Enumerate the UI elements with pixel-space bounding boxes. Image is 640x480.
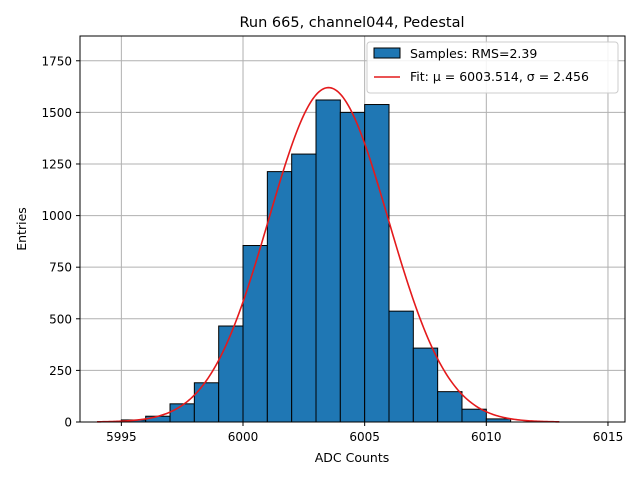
fit-curve (97, 86, 560, 423)
y-tick-label: 0 (64, 416, 72, 430)
x-tick-label: 5995 (106, 430, 137, 444)
y-tick-label: 1000 (41, 209, 72, 223)
plot-frame (79, 35, 626, 423)
y-axis-label: Entries (14, 207, 29, 251)
legend-label-histogram: Samples: RMS=2.39 (410, 46, 537, 61)
x-axis-ticks: 5995 6000 6005 6010 6015 (106, 422, 623, 444)
x-axis-label: ADC Counts (315, 450, 390, 465)
y-tick-label: 1250 (41, 157, 72, 171)
legend-swatch-histogram (373, 47, 401, 59)
y-axis-ticks: 0 250 500 750 1000 1250 1500 1750 (41, 54, 80, 430)
y-tick-label: 750 (49, 261, 72, 275)
chart-title: Run 665, channel044, Pedestal (239, 15, 464, 31)
histogram-bar (437, 391, 463, 423)
y-tick-label: 1500 (41, 106, 72, 120)
histogram-bar (315, 99, 341, 423)
histogram-bar (242, 245, 268, 423)
x-tick-label: 6010 (471, 430, 502, 444)
histogram-bar (461, 408, 487, 423)
x-tick-label: 6000 (228, 430, 259, 444)
histogram-bar (339, 111, 366, 423)
legend-box (366, 41, 619, 94)
histogram-bar (193, 382, 220, 423)
x-tick-label: 6005 (349, 430, 380, 444)
y-tick-label: 1750 (41, 54, 72, 68)
legend: Samples: RMS=2.39 Fit: μ = 6003.514, σ =… (366, 41, 619, 94)
legend-label-fit: Fit: μ = 6003.514, σ = 2.456 (410, 69, 589, 84)
y-tick-label: 500 (49, 312, 72, 326)
histogram-bar (412, 347, 439, 423)
histogram-bar (169, 403, 195, 423)
histogram-bar (388, 310, 414, 423)
histogram-bars (120, 99, 512, 423)
histogram-bar (291, 153, 317, 423)
x-tick-label: 6015 (593, 430, 624, 444)
histogram-bar (218, 325, 244, 423)
y-tick-label: 250 (49, 364, 72, 378)
